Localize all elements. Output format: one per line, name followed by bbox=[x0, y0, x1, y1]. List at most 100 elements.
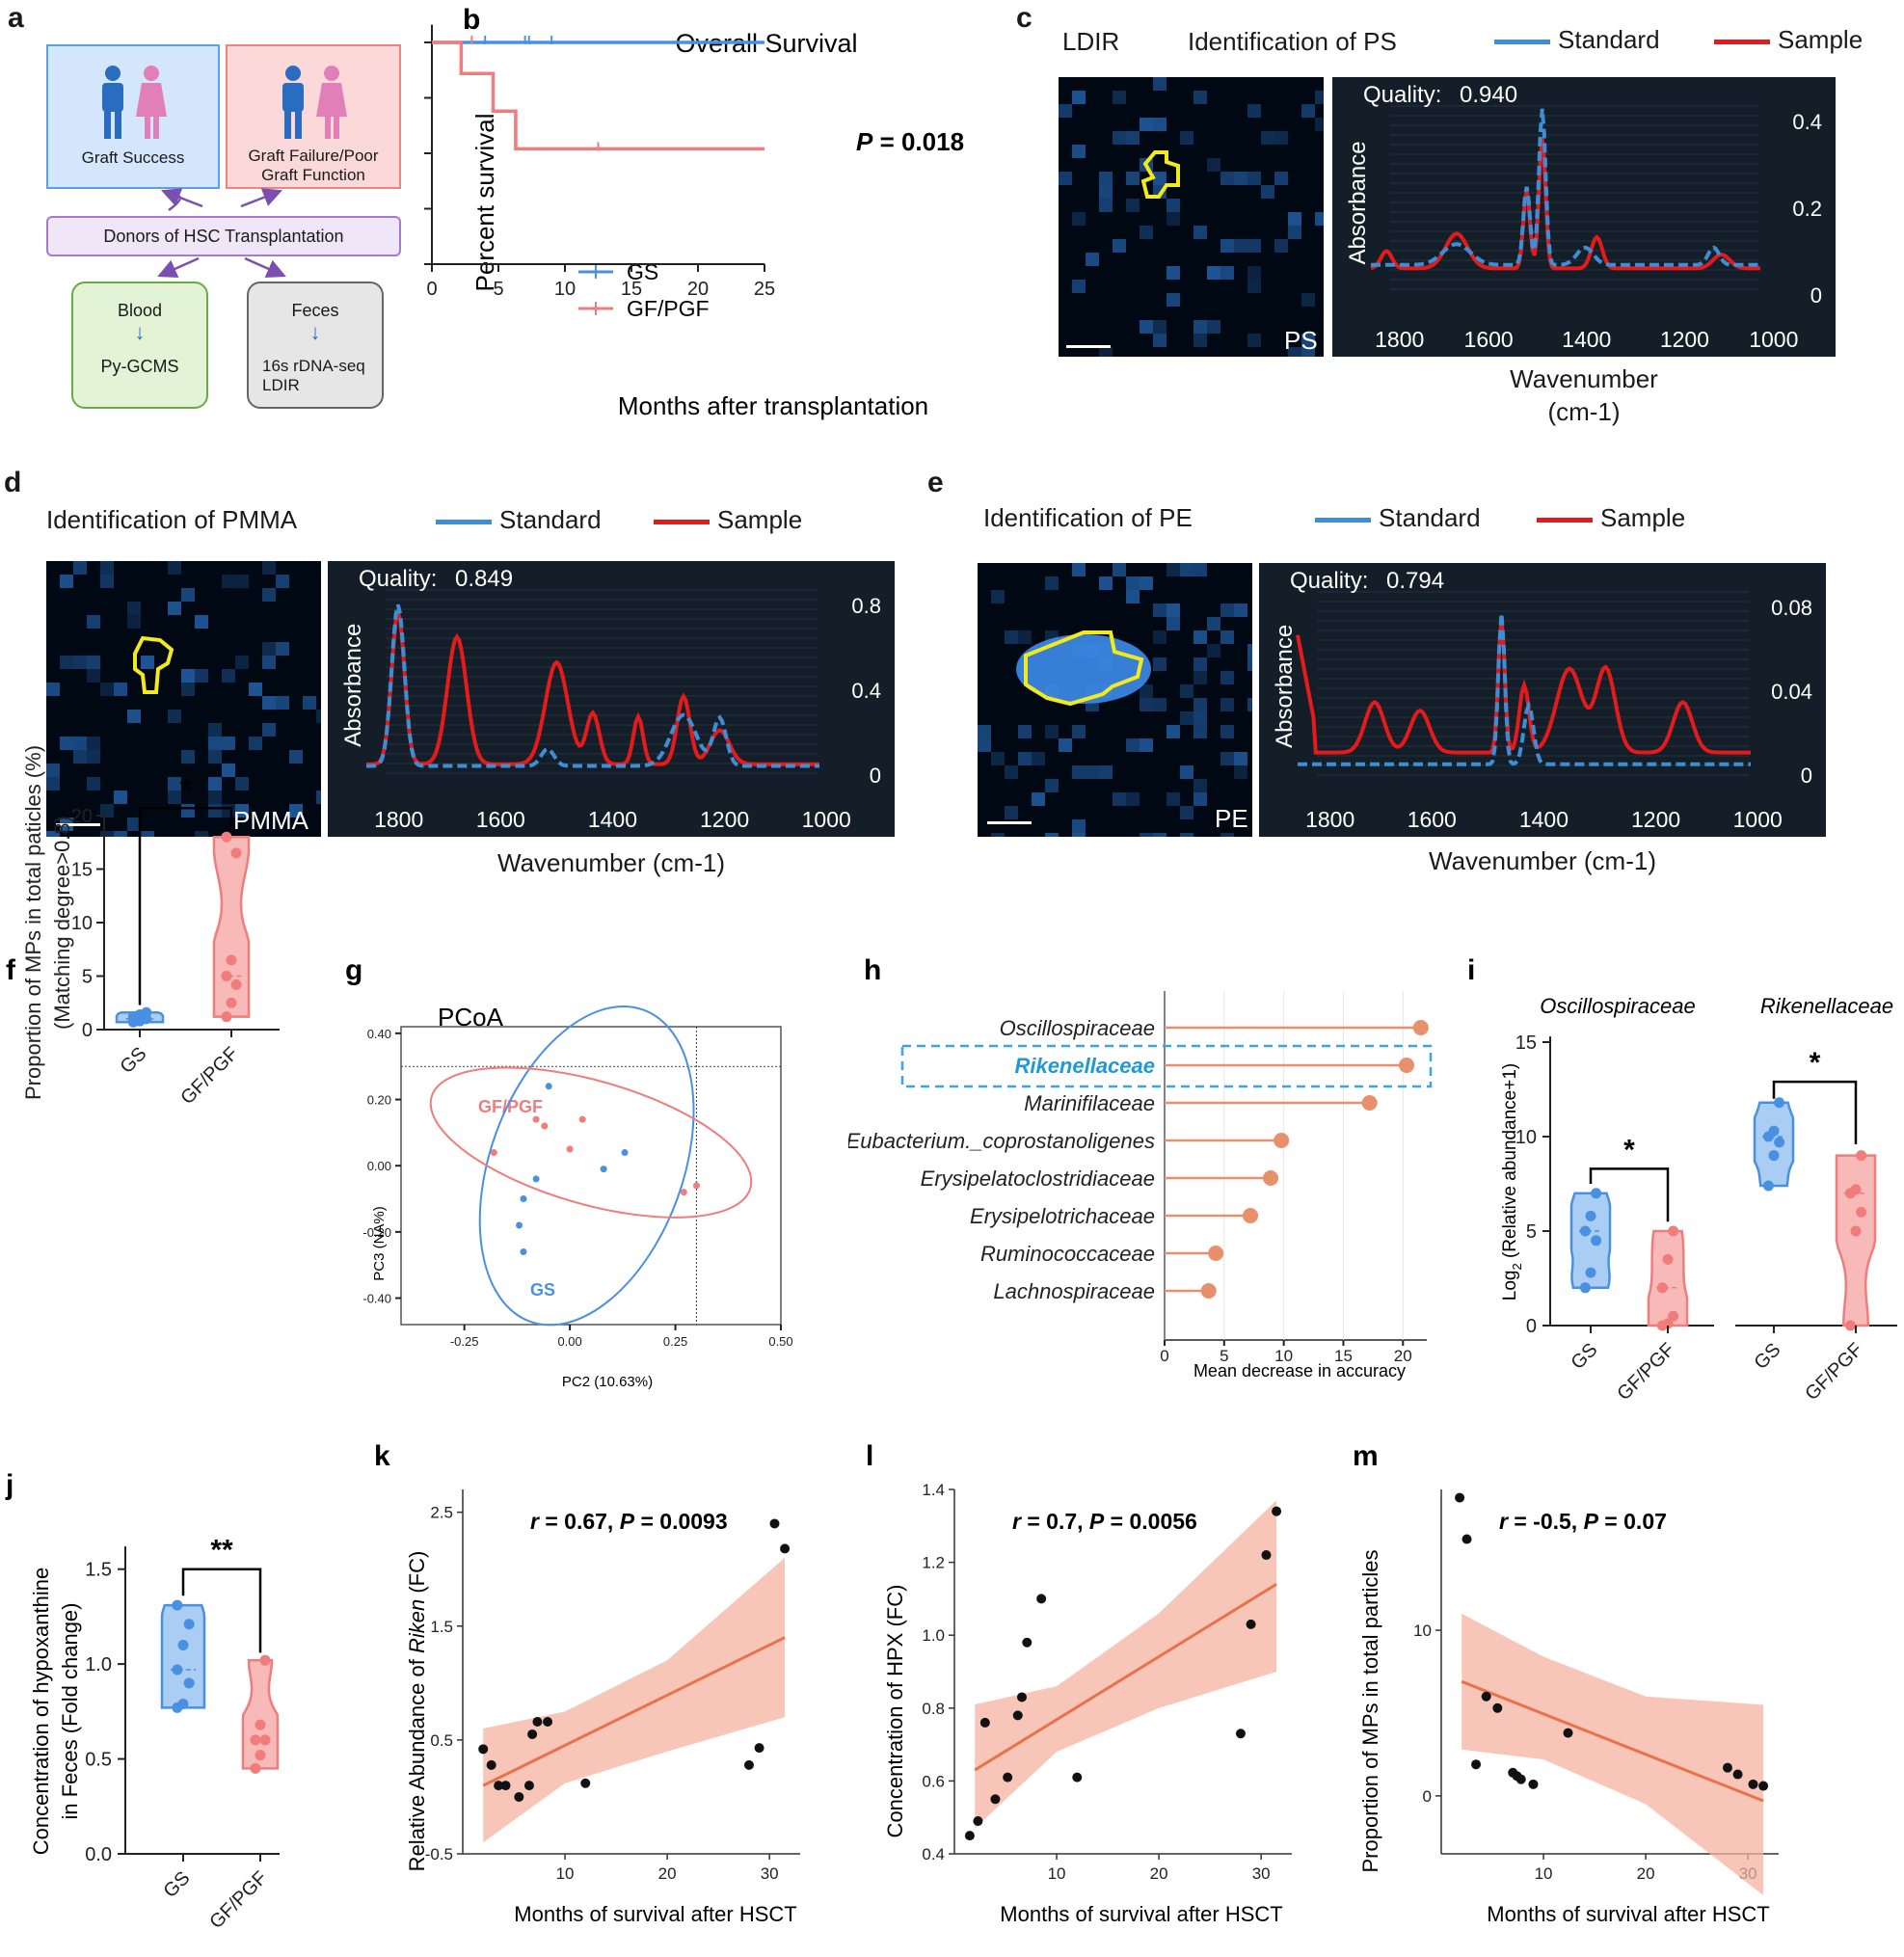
x-tick-label: 1400 bbox=[588, 807, 637, 832]
noise-pixel bbox=[276, 696, 289, 710]
confidence-band bbox=[975, 1500, 1277, 1829]
x-tick-label: GF/PGF bbox=[205, 1867, 271, 1933]
gf-ellipse bbox=[429, 1066, 753, 1219]
noise-pixel bbox=[1153, 603, 1167, 617]
noise-pixel bbox=[1072, 145, 1086, 158]
noise-pixel bbox=[1220, 266, 1234, 280]
y-axis-label-2: (Matching degree>0.8) bbox=[50, 816, 74, 1030]
gs-point bbox=[127, 1014, 139, 1026]
panel-label-b: b bbox=[463, 4, 480, 36]
gf-violin bbox=[1835, 1154, 1877, 1327]
category-label: Oscillospiraceae bbox=[1000, 1016, 1155, 1040]
spectrum-chart: Quality: 0.849 Absorbance 1800 1600 1400 1200 1… bbox=[328, 561, 895, 837]
x-tick-label: 1400 bbox=[1562, 327, 1611, 352]
noise-pixel bbox=[1153, 698, 1167, 711]
noise-pixel bbox=[1247, 698, 1252, 711]
y-tick-label: 0.40 bbox=[367, 1027, 391, 1041]
stat-annotation: r = -0.5, P = 0.07 bbox=[1499, 1509, 1667, 1534]
quality-label: Quality: bbox=[1363, 82, 1441, 108]
lollipop-head bbox=[1208, 1246, 1224, 1261]
group-title-rikenellaceae: Rikenellaceae bbox=[1760, 994, 1893, 1018]
noise-pixel bbox=[1193, 334, 1207, 347]
x-axis-label-2: (cm-1) bbox=[1547, 397, 1621, 426]
panel-label-a: a bbox=[8, 2, 24, 34]
x-tick-label: 20 bbox=[1150, 1864, 1168, 1883]
data-point bbox=[743, 1759, 754, 1770]
y-tick-label: 15 bbox=[1515, 1032, 1537, 1054]
noise-pixel bbox=[1220, 671, 1234, 684]
noise-pixel bbox=[222, 669, 235, 683]
group-title-oscillospiraceae: Oscillospiraceae bbox=[1540, 994, 1695, 1018]
y-tick-label: 10 bbox=[1515, 1127, 1537, 1148]
data-point bbox=[990, 1794, 1001, 1805]
lollipop-head bbox=[1361, 1095, 1378, 1111]
noise-pixel bbox=[181, 750, 195, 764]
graft-failure-box: Graft Failure/Poor Graft Function bbox=[226, 44, 401, 189]
x-tick-label: 5 bbox=[493, 279, 503, 300]
image-background bbox=[1059, 77, 1324, 357]
y-tick-label: 5 bbox=[1526, 1221, 1537, 1243]
y-tick-label: -0.5 bbox=[425, 1845, 453, 1863]
noise-pixel bbox=[1315, 91, 1324, 104]
graft-failure-label-1: Graft Failure/Poor bbox=[248, 147, 379, 165]
gf-violin bbox=[1647, 1229, 1689, 1327]
noise-pixel bbox=[1126, 792, 1140, 806]
y-tick-label: 1.5 bbox=[430, 1618, 453, 1636]
noise-pixel bbox=[87, 656, 100, 669]
noise-pixel bbox=[168, 561, 181, 575]
x-tick-label: 10 bbox=[1274, 1347, 1293, 1365]
noise-pixel bbox=[1059, 104, 1072, 118]
data-point bbox=[514, 1791, 524, 1802]
noise-pixel bbox=[168, 710, 181, 723]
gf-point bbox=[1856, 1206, 1867, 1218]
data-point bbox=[523, 1781, 534, 1791]
data-point bbox=[1515, 1774, 1526, 1784]
noise-pixel bbox=[1247, 280, 1261, 293]
particle-image bbox=[46, 561, 321, 837]
noise-pixel bbox=[1247, 644, 1252, 657]
y-tick-label: 0 bbox=[1526, 1316, 1537, 1337]
panel-a: a Graft Success Graft Failure/Poor Graft… bbox=[0, 0, 424, 424]
noise-pixel bbox=[1167, 617, 1180, 630]
gs-violin bbox=[1753, 1101, 1795, 1188]
data-point-gf bbox=[566, 1145, 574, 1153]
panel-label-f: f bbox=[6, 954, 16, 986]
significance-bracket bbox=[1772, 1080, 1858, 1144]
category-label: Rikenellaceae bbox=[1014, 1054, 1155, 1078]
particle-image bbox=[1059, 77, 1324, 357]
x-tick-label: GF/PGF bbox=[176, 1043, 242, 1109]
data-point bbox=[769, 1518, 780, 1529]
x-tick-label: 15 bbox=[1334, 1347, 1353, 1365]
gs-point bbox=[177, 1639, 189, 1650]
legend-sample: Sample bbox=[1537, 503, 1685, 533]
group-label-gf: GF/PGF bbox=[478, 1097, 543, 1116]
noise-pixel bbox=[1220, 630, 1234, 644]
x-axis-label: Months of survival after HSCT bbox=[1487, 1902, 1769, 1926]
x-tick-label: 1200 bbox=[1660, 327, 1709, 352]
panel-label-g: g bbox=[345, 954, 362, 986]
gf-point bbox=[226, 954, 237, 966]
category-label: Eubacterium._coprostanoligenes bbox=[848, 1129, 1155, 1153]
data-point bbox=[973, 1815, 983, 1826]
gf-point bbox=[230, 847, 242, 859]
noise-pixel bbox=[127, 818, 141, 831]
noise-pixel bbox=[1086, 765, 1099, 779]
x-axis-label: Months of survival after HSCT bbox=[514, 1902, 796, 1926]
y-axis-label: Absorbance bbox=[1345, 141, 1371, 264]
data-point-gf bbox=[532, 1115, 540, 1123]
data-point-gf bbox=[578, 1115, 586, 1123]
y-axis-label: Log2 (Relative abundance+1) bbox=[1500, 1063, 1524, 1301]
noise-pixel bbox=[262, 656, 276, 669]
x-tick-label: 1600 bbox=[476, 807, 525, 832]
y-tick-label: 1.2 bbox=[922, 1554, 945, 1572]
noise-pixel bbox=[1274, 239, 1288, 253]
data-point-gf bbox=[692, 1182, 700, 1190]
x-tick-label: 20 bbox=[1394, 1347, 1412, 1365]
particle-outline bbox=[1140, 150, 1180, 199]
x-tick-label: 1600 bbox=[1464, 327, 1514, 352]
noise-pixel bbox=[1193, 226, 1207, 239]
noise-pixel bbox=[1099, 576, 1113, 590]
gf-point bbox=[1856, 1150, 1867, 1162]
data-point-gf bbox=[490, 1148, 497, 1156]
significance-label: * bbox=[1623, 1134, 1635, 1166]
